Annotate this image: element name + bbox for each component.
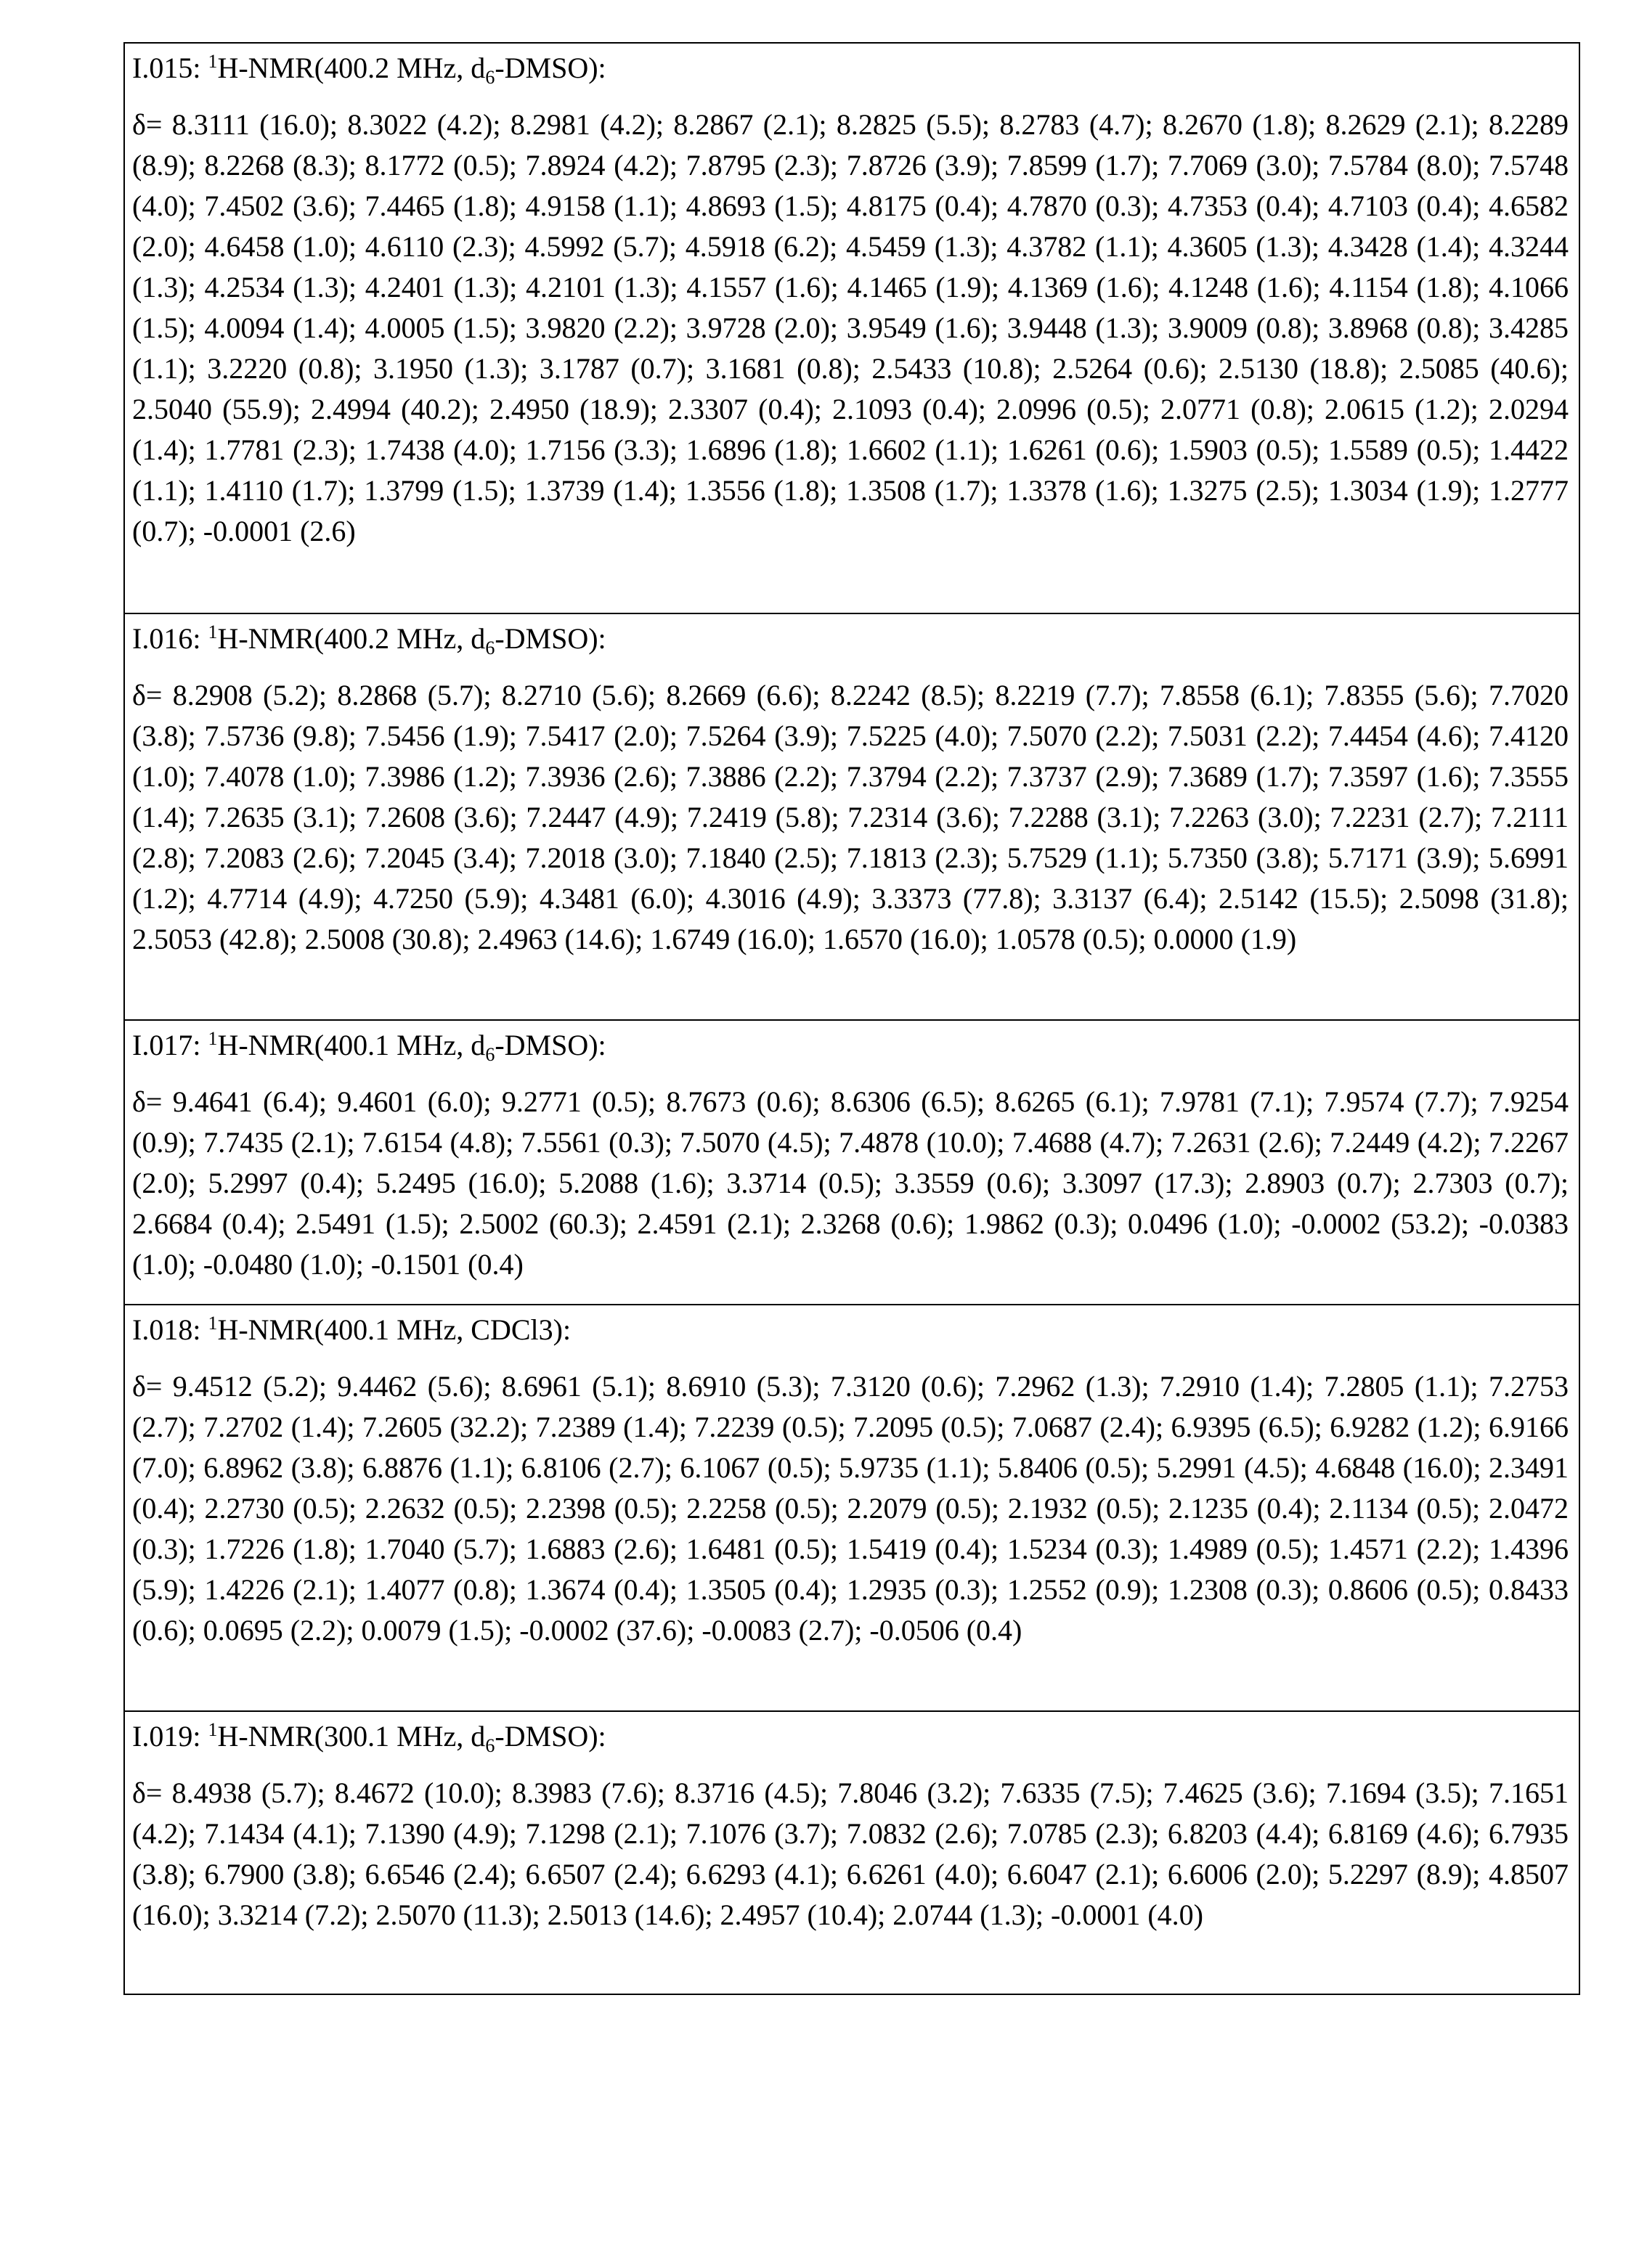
record-header: I.016: 1H-NMR(400.2 MHz, d6-DMSO): (132, 621, 1569, 656)
compound-id: I.019: (132, 1720, 200, 1753)
chemical-shifts: δ= 8.2908 (5.2); 8.2868 (5.7); 8.2710 (5… (132, 675, 1569, 960)
record-header: I.017: 1H-NMR(400.1 MHz, d6-DMSO): (132, 1028, 1569, 1063)
record-header: I.015: 1H-NMR(400.2 MHz, d6-DMSO): (132, 51, 1569, 86)
nmr-data-table: I.015: 1H-NMR(400.2 MHz, d6-DMSO): δ= 8.… (123, 42, 1580, 1995)
chemical-shifts: δ= 9.4512 (5.2); 9.4462 (5.6); 8.6961 (5… (132, 1366, 1569, 1651)
record-header: I.018: 1H-NMR(400.1 MHz, CDCl3): (132, 1313, 1569, 1347)
table-row-i015: I.015: 1H-NMR(400.2 MHz, d6-DMSO): δ= 8.… (125, 44, 1579, 613)
table-row-i019: I.019: 1H-NMR(300.1 MHz, d6-DMSO): δ= 8.… (125, 1710, 1579, 1994)
chemical-shifts: δ= 9.4641 (6.4); 9.4601 (6.0); 9.2771 (0… (132, 1082, 1569, 1285)
table-row-i017: I.017: 1H-NMR(400.1 MHz, d6-DMSO): δ= 9.… (125, 1019, 1579, 1304)
table-row-i016: I.016: 1H-NMR(400.2 MHz, d6-DMSO): δ= 8.… (125, 613, 1579, 1019)
table-row-i018: I.018: 1H-NMR(400.1 MHz, CDCl3): δ= 9.45… (125, 1304, 1579, 1710)
record-header: I.019: 1H-NMR(300.1 MHz, d6-DMSO): (132, 1719, 1569, 1754)
compound-id: I.017: (132, 1029, 200, 1061)
compound-id: I.016: (132, 622, 200, 655)
compound-id: I.015: (132, 52, 200, 84)
compound-id: I.018: (132, 1313, 200, 1346)
chemical-shifts: δ= 8.3111 (16.0); 8.3022 (4.2); 8.2981 (… (132, 105, 1569, 552)
chemical-shifts: δ= 8.4938 (5.7); 8.4672 (10.0); 8.3983 (… (132, 1773, 1569, 1935)
